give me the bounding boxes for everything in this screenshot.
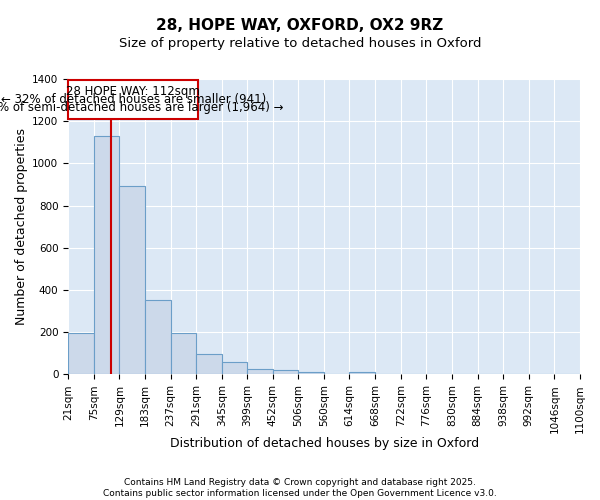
X-axis label: Distribution of detached houses by size in Oxford: Distribution of detached houses by size … <box>170 437 479 450</box>
Bar <box>119 186 145 374</box>
FancyBboxPatch shape <box>68 80 198 119</box>
Bar <box>170 333 196 374</box>
Bar <box>145 300 170 374</box>
Text: Contains HM Land Registry data © Crown copyright and database right 2025.
Contai: Contains HM Land Registry data © Crown c… <box>103 478 497 498</box>
Bar <box>272 370 298 374</box>
Bar <box>222 362 247 374</box>
Bar <box>349 372 375 374</box>
Bar <box>247 369 272 374</box>
Text: 28 HOPE WAY: 112sqm: 28 HOPE WAY: 112sqm <box>66 86 200 98</box>
Bar <box>68 333 94 374</box>
Y-axis label: Number of detached properties: Number of detached properties <box>15 128 28 325</box>
Bar <box>196 354 222 374</box>
Text: 28, HOPE WAY, OXFORD, OX2 9RZ: 28, HOPE WAY, OXFORD, OX2 9RZ <box>157 18 443 32</box>
Text: 67% of semi-detached houses are larger (1,964) →: 67% of semi-detached houses are larger (… <box>0 101 283 114</box>
Text: ← 32% of detached houses are smaller (941): ← 32% of detached houses are smaller (94… <box>1 93 266 106</box>
Text: Size of property relative to detached houses in Oxford: Size of property relative to detached ho… <box>119 38 481 51</box>
Bar <box>94 136 119 374</box>
Bar <box>298 372 324 374</box>
